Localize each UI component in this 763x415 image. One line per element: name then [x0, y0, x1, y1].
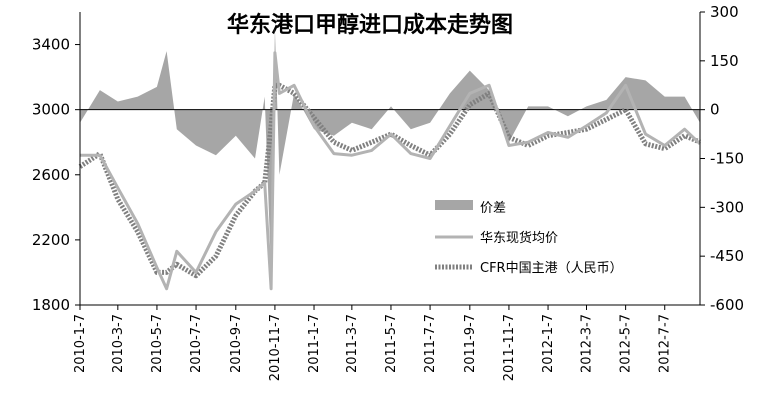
x-tick-label: 2010-11-7 — [268, 314, 283, 381]
left-tick-label: 3400 — [32, 36, 70, 54]
right-axis-ticks: 300 150 0 -150 -300 -450 -600 — [700, 3, 744, 314]
x-tick-label: 2012-1-7 — [541, 314, 556, 373]
x-tick-label: 2011-9-7 — [463, 314, 478, 373]
x-tick-label: 2011-3-7 — [345, 314, 360, 373]
chart-title: 华东港口甲醇进口成本走势图 — [227, 12, 513, 38]
series-cfr-line — [78, 82, 701, 279]
spread-area-layer — [80, 28, 700, 273]
left-tick-label: 1800 — [32, 296, 70, 314]
right-tick-label: -300 — [710, 198, 744, 216]
right-tick-label: -150 — [710, 150, 744, 168]
x-tick-label: 2012-7-7 — [658, 314, 673, 373]
left-axis-ticks: 3400 3000 2600 2200 1800 — [32, 36, 80, 314]
x-tick-label: 2012-5-7 — [619, 314, 634, 373]
series-spread-area — [80, 28, 700, 273]
right-tick-label: 300 — [710, 3, 739, 21]
x-tick-label: 2011-1-7 — [307, 314, 322, 373]
right-tick-label: 0 — [710, 101, 720, 119]
right-tick-label: 150 — [710, 52, 739, 70]
legend-label-spread: 价差 — [480, 201, 506, 216]
x-tick-label: 2011-11-7 — [502, 314, 517, 381]
right-tick-label: -600 — [710, 296, 744, 314]
x-tick-label: 2010-7-7 — [189, 314, 204, 373]
x-tick-label: 2010-3-7 — [111, 314, 126, 373]
legend-label-cfr: CFR中国主港（人民币） — [480, 261, 623, 276]
legend-label-spot: 华东现货均价 — [480, 230, 558, 246]
left-tick-label: 2600 — [32, 166, 70, 184]
left-tick-label: 2200 — [32, 231, 70, 249]
legend-swatch-spread — [435, 200, 473, 210]
x-tick-label: 2012-3-7 — [580, 314, 595, 373]
x-tick-label: 2010-1-7 — [73, 314, 88, 373]
x-axis-ticks: 2010-1-7 2010-3-7 2010-5-7 2010-7-7 2010-9-7… — [73, 305, 673, 381]
x-tick-label: 2011-7-7 — [423, 314, 438, 373]
legend: 价差 华东现货均价 CFR中国主港（人民币） — [435, 200, 623, 276]
left-tick-label: 3000 — [32, 101, 70, 119]
x-tick-label: 2011-5-7 — [384, 314, 399, 373]
series-spot-line — [80, 51, 702, 291]
line-series-layer — [78, 51, 702, 291]
x-tick-label: 2010-9-7 — [229, 314, 244, 373]
right-tick-label: -450 — [710, 247, 744, 265]
x-tick-label: 2010-5-7 — [150, 314, 165, 373]
